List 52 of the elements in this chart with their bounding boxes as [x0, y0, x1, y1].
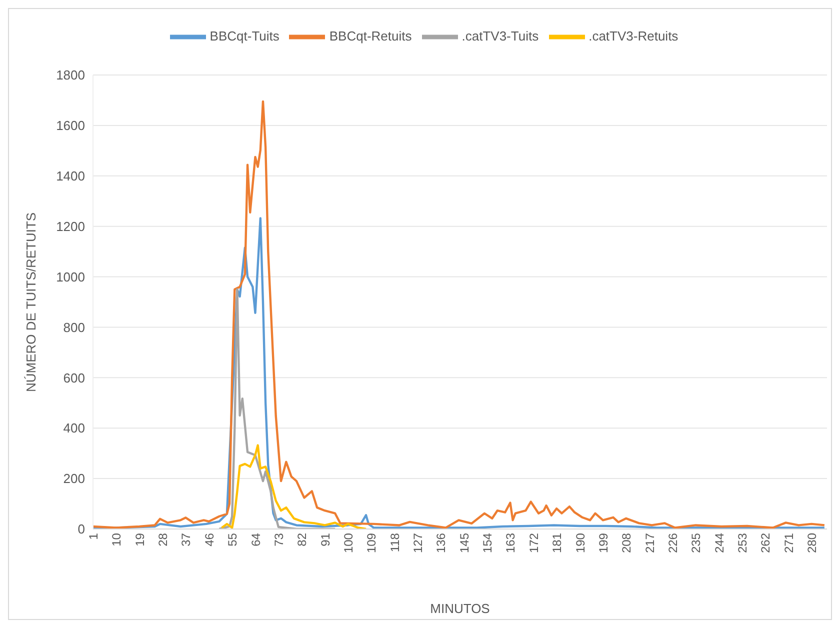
- x-tick-label: 163: [504, 532, 518, 554]
- y-tick-label: 0: [78, 522, 85, 537]
- x-tick-label: 226: [666, 532, 680, 554]
- y-tick-label: 1400: [56, 168, 85, 184]
- y-tick-label: 800: [63, 320, 85, 335]
- x-tick-label: 235: [689, 532, 704, 554]
- x-tick-label: 145: [457, 532, 472, 554]
- x-tick-label: 262: [758, 532, 773, 554]
- line-series: [220, 444, 368, 529]
- x-tick-label: 10: [110, 532, 124, 546]
- legend-label: .catTV3-Retuits: [588, 28, 678, 44]
- x-tick-label: 199: [596, 532, 610, 554]
- x-tick-label: 181: [550, 532, 564, 554]
- x-tick-label: 172: [526, 532, 541, 554]
- x-tick-label: 280: [805, 532, 820, 554]
- x-tick-label: 190: [573, 532, 588, 554]
- y-tick-label: 400: [63, 420, 85, 436]
- x-tick-label: 73: [272, 532, 286, 546]
- x-tick-label: 118: [388, 532, 402, 552]
- y-tick-label: 1600: [56, 118, 85, 134]
- x-tick-label: 100: [341, 532, 356, 554]
- x-tick-label: 136: [434, 532, 448, 554]
- y-axis-title: NÚMERO DE TUITS/RETUITS: [24, 212, 39, 392]
- x-tick-label: 64: [248, 532, 263, 546]
- y-tick-label: 1000: [56, 269, 85, 284]
- x-tick-label: 46: [202, 532, 216, 546]
- y-tick-label: 200: [63, 471, 85, 486]
- x-tick-label: 1: [86, 532, 101, 540]
- y-tick-label: 1800: [56, 68, 85, 83]
- x-tick-label: 55: [226, 532, 240, 546]
- y-tick-label: 600: [63, 370, 85, 386]
- x-tick-label: 19: [132, 532, 147, 546]
- x-tick-label: 37: [179, 532, 194, 546]
- legend-label: .catTV3-Tuits: [462, 28, 539, 44]
- x-tick-label: 28: [156, 532, 170, 546]
- line-series: [93, 100, 826, 529]
- x-tick-label: 271: [782, 532, 796, 554]
- x-tick-label: 91: [318, 532, 332, 546]
- line-series: [93, 217, 826, 529]
- x-tick-label: 217: [642, 532, 657, 554]
- y-tick-label: 1200: [56, 218, 85, 234]
- x-tick-label: 82: [295, 532, 310, 546]
- legend-label: BBCqt-Tuits: [210, 28, 280, 44]
- x-tick-label: 208: [620, 532, 634, 554]
- legend-label: BBCqt-Retuits: [329, 28, 412, 44]
- x-tick-label: 253: [736, 532, 750, 554]
- x-axis-title: MINUTOS: [430, 601, 490, 616]
- x-tick-label: 244: [712, 532, 726, 554]
- x-tick-label: 154: [480, 532, 495, 554]
- line-series: [218, 288, 336, 529]
- x-tick-label: 127: [411, 532, 426, 554]
- x-tick-label: 109: [364, 532, 379, 554]
